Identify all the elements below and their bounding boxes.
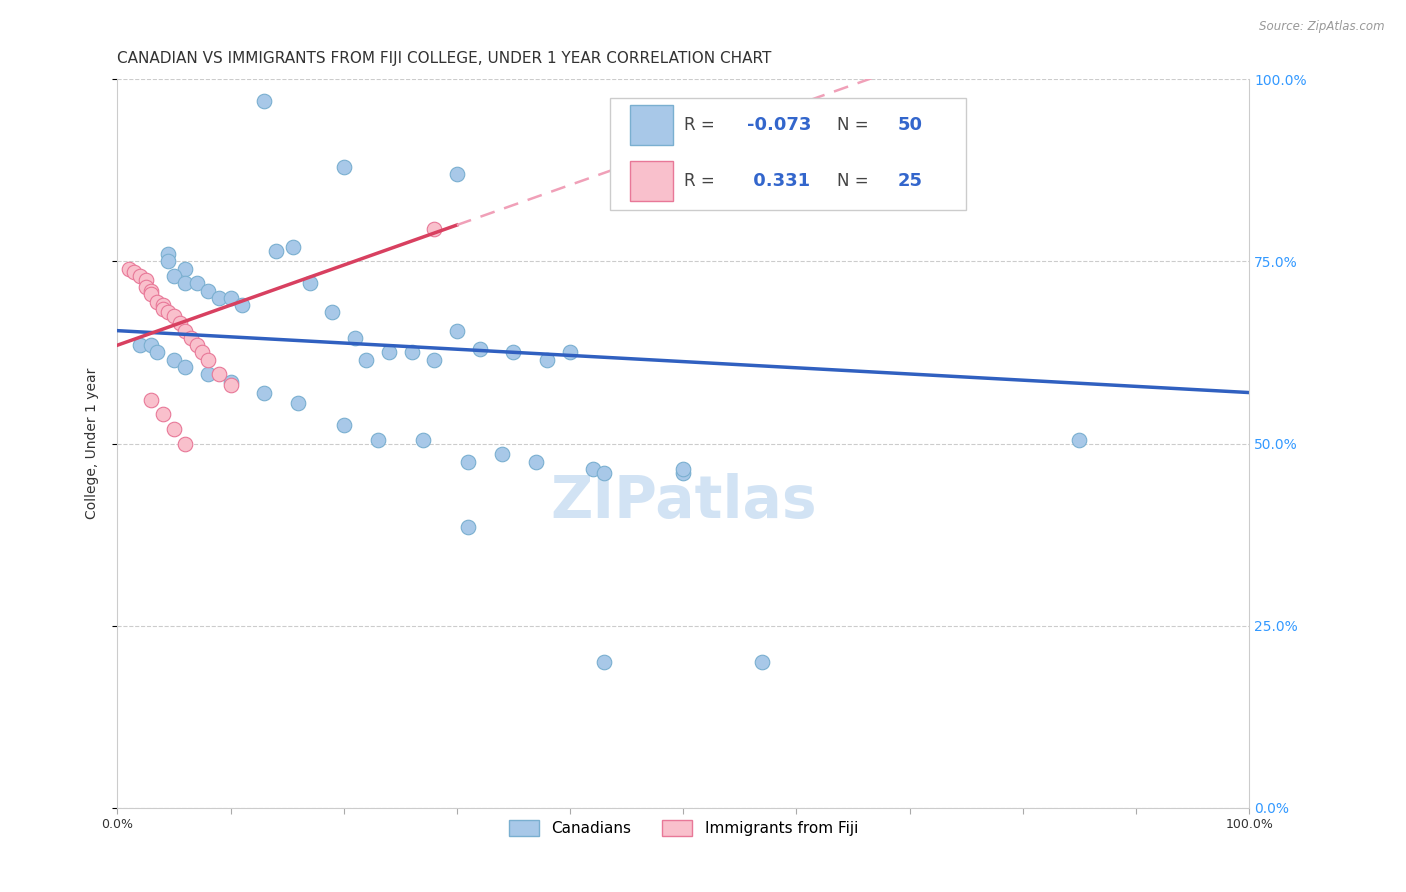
Point xyxy=(356,352,378,367)
Text: N =: N = xyxy=(837,172,875,190)
Point xyxy=(141,284,163,298)
Point xyxy=(401,345,423,359)
Point xyxy=(124,265,146,279)
Text: 25: 25 xyxy=(897,172,922,190)
Point xyxy=(423,221,446,235)
Point xyxy=(186,277,208,291)
Point xyxy=(593,466,616,480)
Point xyxy=(174,324,197,338)
Text: Source: ZipAtlas.com: Source: ZipAtlas.com xyxy=(1260,20,1385,33)
Point xyxy=(332,160,354,174)
Point xyxy=(169,317,191,331)
Point xyxy=(468,342,491,356)
Text: ZIPatlas: ZIPatlas xyxy=(550,474,817,531)
Point xyxy=(197,284,219,298)
Point xyxy=(129,268,152,283)
Point xyxy=(344,331,367,345)
Text: 0.331: 0.331 xyxy=(747,172,810,190)
Point xyxy=(146,294,169,309)
Point xyxy=(174,261,197,276)
Point xyxy=(287,396,309,410)
Point xyxy=(219,375,242,389)
Point xyxy=(593,655,616,669)
Point xyxy=(491,447,513,461)
Point xyxy=(672,466,695,480)
Point xyxy=(446,324,468,338)
Point xyxy=(524,455,547,469)
Point xyxy=(219,291,242,305)
Point xyxy=(298,277,321,291)
Text: -0.073: -0.073 xyxy=(747,116,811,134)
Point xyxy=(558,345,581,359)
Point xyxy=(457,455,479,469)
Y-axis label: College, Under 1 year: College, Under 1 year xyxy=(86,368,100,519)
Point xyxy=(152,301,174,316)
Point xyxy=(146,345,169,359)
Point xyxy=(152,408,174,422)
Point xyxy=(332,418,354,433)
Point xyxy=(174,360,197,375)
Point xyxy=(174,436,197,450)
Point xyxy=(141,287,163,301)
Point xyxy=(582,462,605,476)
Point xyxy=(751,655,773,669)
Text: N =: N = xyxy=(837,116,875,134)
Point xyxy=(141,392,163,407)
Point xyxy=(423,352,446,367)
Point xyxy=(180,331,202,345)
Point xyxy=(152,298,174,312)
Point xyxy=(446,167,468,181)
Point xyxy=(163,422,186,436)
Text: CANADIAN VS IMMIGRANTS FROM FIJI COLLEGE, UNDER 1 YEAR CORRELATION CHART: CANADIAN VS IMMIGRANTS FROM FIJI COLLEGE… xyxy=(117,51,772,66)
Point xyxy=(197,368,219,382)
Point xyxy=(135,273,157,287)
Point xyxy=(186,338,208,352)
Point xyxy=(157,305,180,319)
Point xyxy=(129,338,152,352)
Point xyxy=(672,462,695,476)
Point xyxy=(321,305,343,319)
Point xyxy=(231,298,253,312)
Point xyxy=(208,368,231,382)
Point xyxy=(367,433,389,447)
Point xyxy=(412,433,434,447)
Point xyxy=(163,352,186,367)
Point xyxy=(157,254,180,268)
Text: R =: R = xyxy=(685,116,720,134)
Point xyxy=(502,345,524,359)
Text: 50: 50 xyxy=(897,116,922,134)
Point xyxy=(208,291,231,305)
FancyBboxPatch shape xyxy=(630,105,673,145)
Point xyxy=(378,345,401,359)
Point xyxy=(457,520,479,534)
Point xyxy=(197,352,219,367)
Point xyxy=(191,345,214,359)
FancyBboxPatch shape xyxy=(610,97,966,211)
Point xyxy=(157,247,180,261)
Point xyxy=(174,277,197,291)
Point xyxy=(135,280,157,294)
Legend: Canadians, Immigrants from Fiji: Canadians, Immigrants from Fiji xyxy=(501,813,866,844)
FancyBboxPatch shape xyxy=(630,161,673,202)
Point xyxy=(219,378,242,392)
Point xyxy=(163,309,186,323)
Point xyxy=(264,244,287,258)
Point xyxy=(1069,433,1091,447)
Point xyxy=(163,268,186,283)
Point xyxy=(281,240,304,254)
Point xyxy=(536,352,558,367)
Point xyxy=(118,261,141,276)
Point xyxy=(141,338,163,352)
Text: R =: R = xyxy=(685,172,720,190)
Point xyxy=(253,94,276,108)
Point xyxy=(253,385,276,400)
